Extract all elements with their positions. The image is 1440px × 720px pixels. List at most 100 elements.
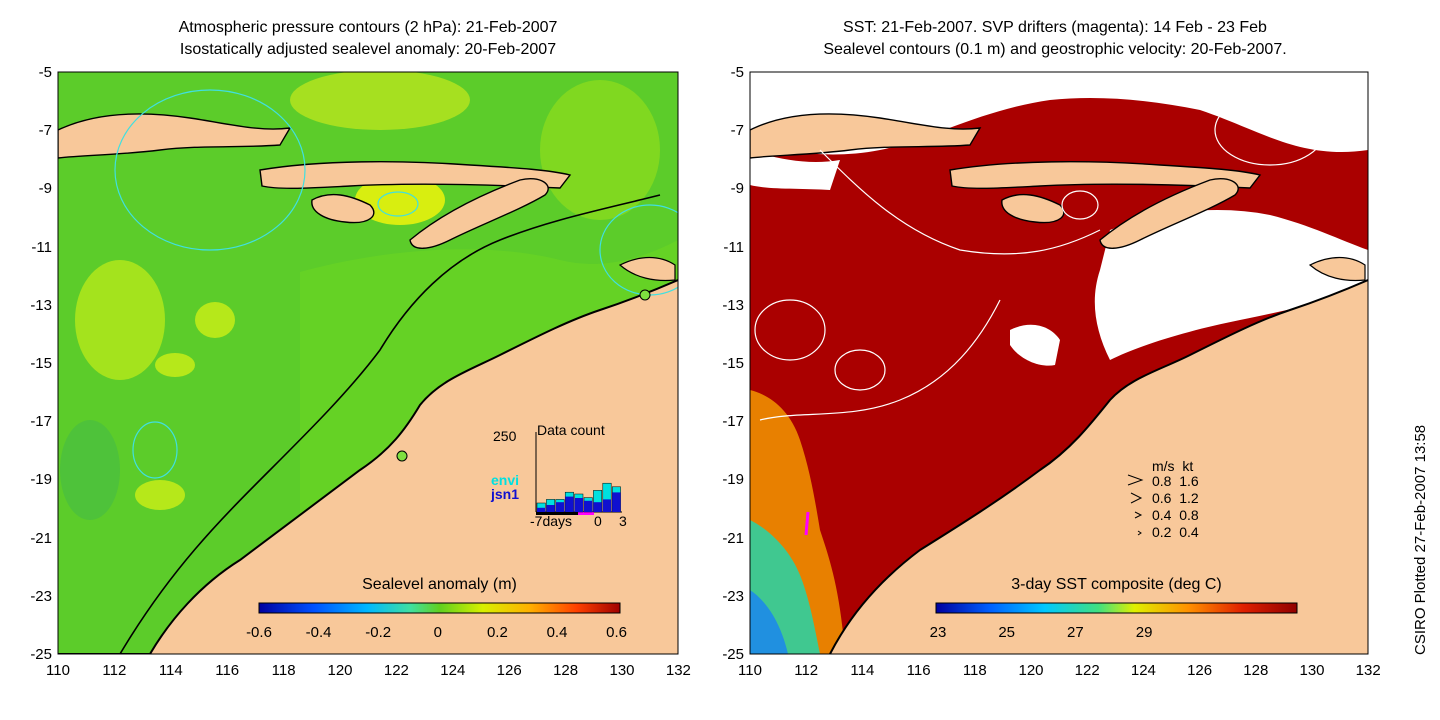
land-sumba bbox=[1001, 193, 1065, 224]
x-tick-label: 128 bbox=[1243, 662, 1269, 679]
sla-patch bbox=[75, 260, 165, 380]
sst-colorbar-label: 3-day SST composite (deg C) bbox=[1011, 576, 1222, 593]
sla-patch bbox=[135, 480, 185, 510]
colorbar-tick-label: 23 bbox=[929, 624, 947, 641]
y-tick-label: -21 bbox=[30, 529, 52, 547]
sealevel-contour bbox=[754, 299, 826, 361]
land-java bbox=[58, 113, 292, 159]
sla-patch bbox=[195, 302, 235, 338]
y-tick-label: -7 bbox=[730, 122, 744, 140]
land-timor bbox=[1099, 178, 1239, 249]
colorbar-tick-label: 0.2 bbox=[486, 624, 508, 641]
y-tick-label: -9 bbox=[38, 180, 52, 198]
velocity-arrow bbox=[1127, 474, 1144, 486]
x-tick-label: 132 bbox=[1355, 662, 1381, 679]
left-title-line1: Atmospheric pressure contours (2 hPa): 2… bbox=[178, 19, 558, 36]
land-java bbox=[750, 113, 982, 159]
sla-colorbar-label: Sealevel anomaly (m) bbox=[362, 576, 517, 593]
x-tick-label: 118 bbox=[962, 662, 987, 679]
x-tick-label: 114 bbox=[850, 662, 875, 679]
y-tick-label: -9 bbox=[730, 180, 744, 198]
sla-patch bbox=[355, 175, 445, 225]
sla-colorbar bbox=[258, 602, 621, 614]
sst-colorbar bbox=[935, 602, 1298, 614]
coastline bbox=[58, 279, 678, 654]
colorbar-tick-label: 0.4 bbox=[546, 624, 568, 641]
colorbar-tick-label: 25 bbox=[998, 624, 1016, 641]
velocity-legend-row: 0.8 1.6 bbox=[1152, 473, 1199, 489]
y-tick-label: -25 bbox=[722, 646, 744, 663]
left-frame bbox=[57, 71, 679, 655]
colorbar-tick-label: -0.4 bbox=[305, 624, 332, 641]
velocity-arrow bbox=[1130, 492, 1143, 504]
x-tick-label: 132 bbox=[665, 662, 691, 679]
sla-patch bbox=[60, 420, 120, 520]
y-tick-label: -7 bbox=[38, 122, 52, 140]
velocity-arrow bbox=[1134, 511, 1143, 519]
sla-patch bbox=[155, 353, 195, 377]
colorbar-tick-label: 29 bbox=[1135, 624, 1153, 641]
y-tick-label: -19 bbox=[30, 471, 52, 489]
x-tick-label: 130 bbox=[1299, 662, 1325, 679]
coastline bbox=[829, 279, 1368, 654]
right-frame bbox=[749, 71, 1369, 655]
y-tick-label: -21 bbox=[722, 529, 744, 547]
inset-series-jsn1: jsn1 bbox=[491, 486, 520, 502]
y-tick-label: -17 bbox=[30, 413, 52, 431]
sealevel-contour bbox=[1061, 190, 1099, 220]
x-tick-label: 122 bbox=[1074, 662, 1100, 679]
x-tick-label: 110 bbox=[738, 662, 762, 679]
y-tick-label: -11 bbox=[31, 238, 52, 256]
y-tick-label: -19 bbox=[722, 471, 744, 489]
sealevel-contour bbox=[759, 299, 1001, 421]
land-island bbox=[618, 256, 676, 282]
right-title-line2: Sealevel contours (0.1 m) and geostrophi… bbox=[823, 41, 1287, 58]
x-tick-label: 118 bbox=[271, 662, 296, 679]
land-flores bbox=[259, 161, 572, 190]
y-tick-label: -13 bbox=[30, 296, 52, 314]
right-map bbox=[750, 72, 1368, 654]
velocity-legend-row: 0.6 1.2 bbox=[1152, 490, 1199, 506]
y-tick-label: -5 bbox=[38, 64, 52, 81]
x-tick-label: 112 bbox=[102, 662, 127, 679]
velocity-legend-arrows bbox=[1127, 474, 1144, 536]
y-tick-label: -17 bbox=[722, 413, 744, 431]
x-tick-label: 126 bbox=[1187, 662, 1213, 679]
inset-xtick-end: 3 bbox=[619, 513, 627, 529]
inset-ymax-label: 250 bbox=[493, 428, 517, 444]
y-tick-label: -13 bbox=[722, 296, 744, 314]
sla-patch bbox=[540, 80, 660, 220]
velocity-legend-row: 0.4 0.8 bbox=[1152, 507, 1199, 523]
x-tick-label: 114 bbox=[158, 662, 183, 679]
y-tick-label: -23 bbox=[30, 587, 52, 605]
x-tick-label: 110 bbox=[46, 662, 70, 679]
tide-gauge-marker bbox=[639, 289, 651, 301]
sla-patch bbox=[290, 72, 470, 130]
inset-xtick-start: -7days bbox=[530, 513, 573, 529]
left-map bbox=[58, 72, 678, 654]
land-timor bbox=[409, 178, 549, 249]
y-tick-label: -25 bbox=[30, 646, 52, 663]
land-sumba bbox=[311, 193, 375, 224]
velocity-legend-header: m/s kt bbox=[1152, 458, 1194, 474]
x-tick-label: 116 bbox=[215, 662, 240, 679]
sst-cool-region bbox=[750, 590, 788, 654]
credit-label: CSIRO Plotted 27-Feb-2007 13:58 bbox=[1412, 424, 1429, 655]
y-tick-label: -15 bbox=[30, 355, 52, 372]
land-australia bbox=[58, 280, 678, 654]
x-tick-label: 130 bbox=[609, 662, 635, 679]
x-tick-label: 124 bbox=[440, 662, 466, 679]
x-tick-label: 120 bbox=[327, 662, 353, 679]
pressure-contour bbox=[114, 89, 306, 251]
x-tick-label: 128 bbox=[553, 662, 579, 679]
sealevel-contour bbox=[819, 149, 1101, 255]
svp-drifter-track bbox=[804, 511, 810, 536]
velocity-arrow bbox=[1137, 530, 1142, 536]
pressure-contour bbox=[132, 421, 178, 479]
x-tick-label: 122 bbox=[383, 662, 409, 679]
colorbar-tick-label: -0.2 bbox=[365, 624, 392, 641]
shelf-contour bbox=[119, 194, 661, 654]
cloud-mask bbox=[1010, 324, 1060, 366]
x-tick-label: 112 bbox=[794, 662, 819, 679]
